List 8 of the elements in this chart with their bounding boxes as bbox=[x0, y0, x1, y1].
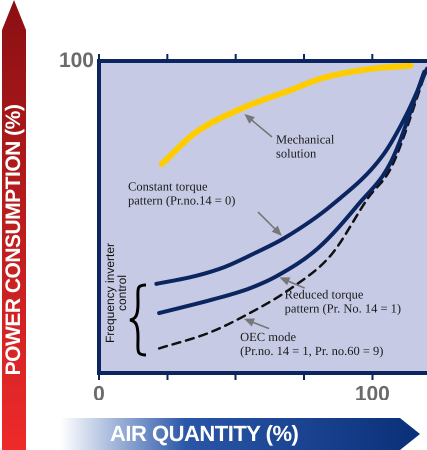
annotation: Frequency inverter control bbox=[103, 242, 129, 346]
text: 100 bbox=[58, 48, 94, 72]
annotation: Mechanical solution bbox=[276, 132, 335, 161]
y-axis-title: POWER CONSUMPTION (%) bbox=[2, 104, 26, 376]
x-axis-title: AIR QUANTITY (%) bbox=[110, 421, 298, 447]
annotation: Constant torque pattern (Pr.no.14 = 0) bbox=[128, 180, 236, 208]
annotation: OEC mode (Pr.no. 14 = 1, Pr. no.60 = 9) bbox=[240, 330, 384, 358]
annotation: Reduced torque pattern (Pr. No. 14 = 1) bbox=[284, 288, 402, 316]
